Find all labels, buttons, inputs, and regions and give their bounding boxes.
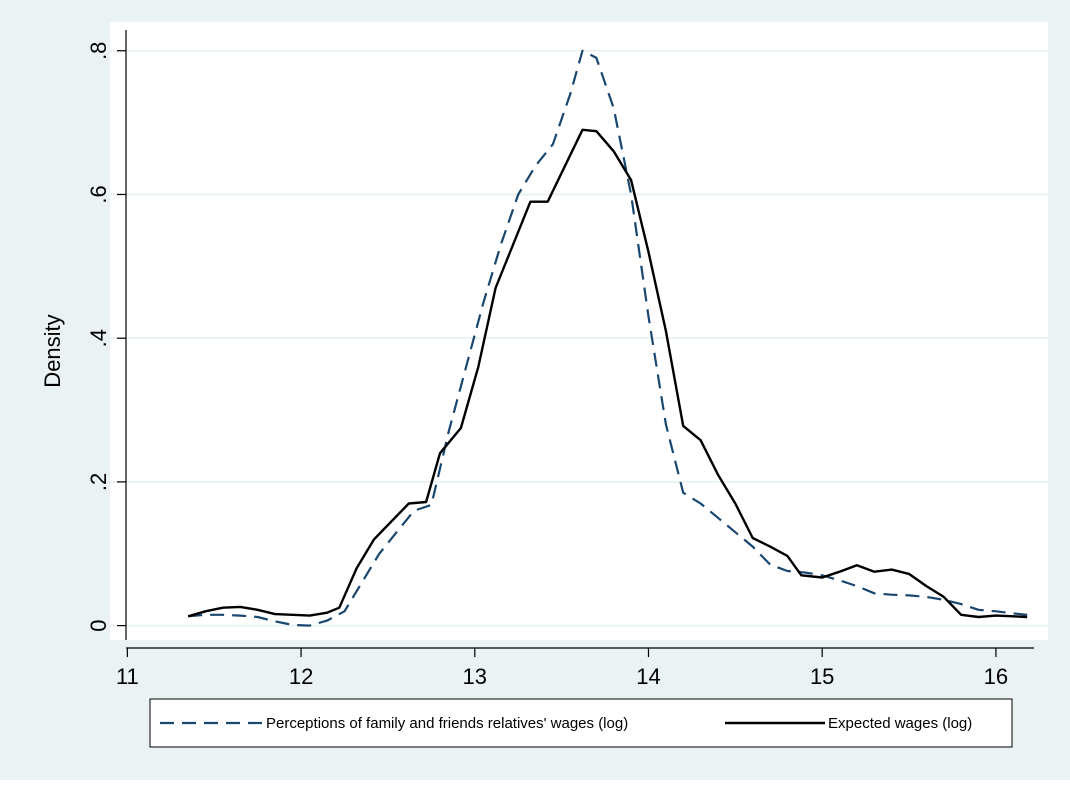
plot-area: [110, 22, 1048, 640]
series-lines: [187, 49, 1028, 627]
legend-box: [149, 698, 1013, 748]
y-tick-label: .6: [86, 185, 111, 203]
axes: 0 .2 .4 .6 .8 11 12 13 14 15 16: [86, 30, 1034, 689]
y-tick-label: .4: [86, 329, 111, 347]
x-tick-label: 11: [116, 664, 139, 689]
x-tick-label: 12: [289, 664, 313, 689]
x-tick-label: 13: [463, 664, 487, 689]
legend-label-perceptions: Perceptions of family and friends relati…: [266, 715, 628, 732]
series-line-perceptions: [188, 49, 1028, 627]
legend: Perceptions of family and friends relati…: [149, 698, 1013, 748]
x-tick-label: 15: [810, 664, 834, 689]
y-tick-label: .8: [86, 42, 111, 60]
series-line-expected: [187, 128, 1028, 619]
y-tick-label: .2: [86, 473, 111, 491]
gridlines: [110, 49, 1048, 627]
x-tick-label: 16: [984, 664, 1008, 689]
y-axis-label: Density: [40, 314, 65, 387]
y-tick-label: 0: [86, 620, 111, 632]
x-tick-label: 14: [636, 664, 660, 689]
legend-label-expected: Expected wages (log): [828, 715, 972, 732]
